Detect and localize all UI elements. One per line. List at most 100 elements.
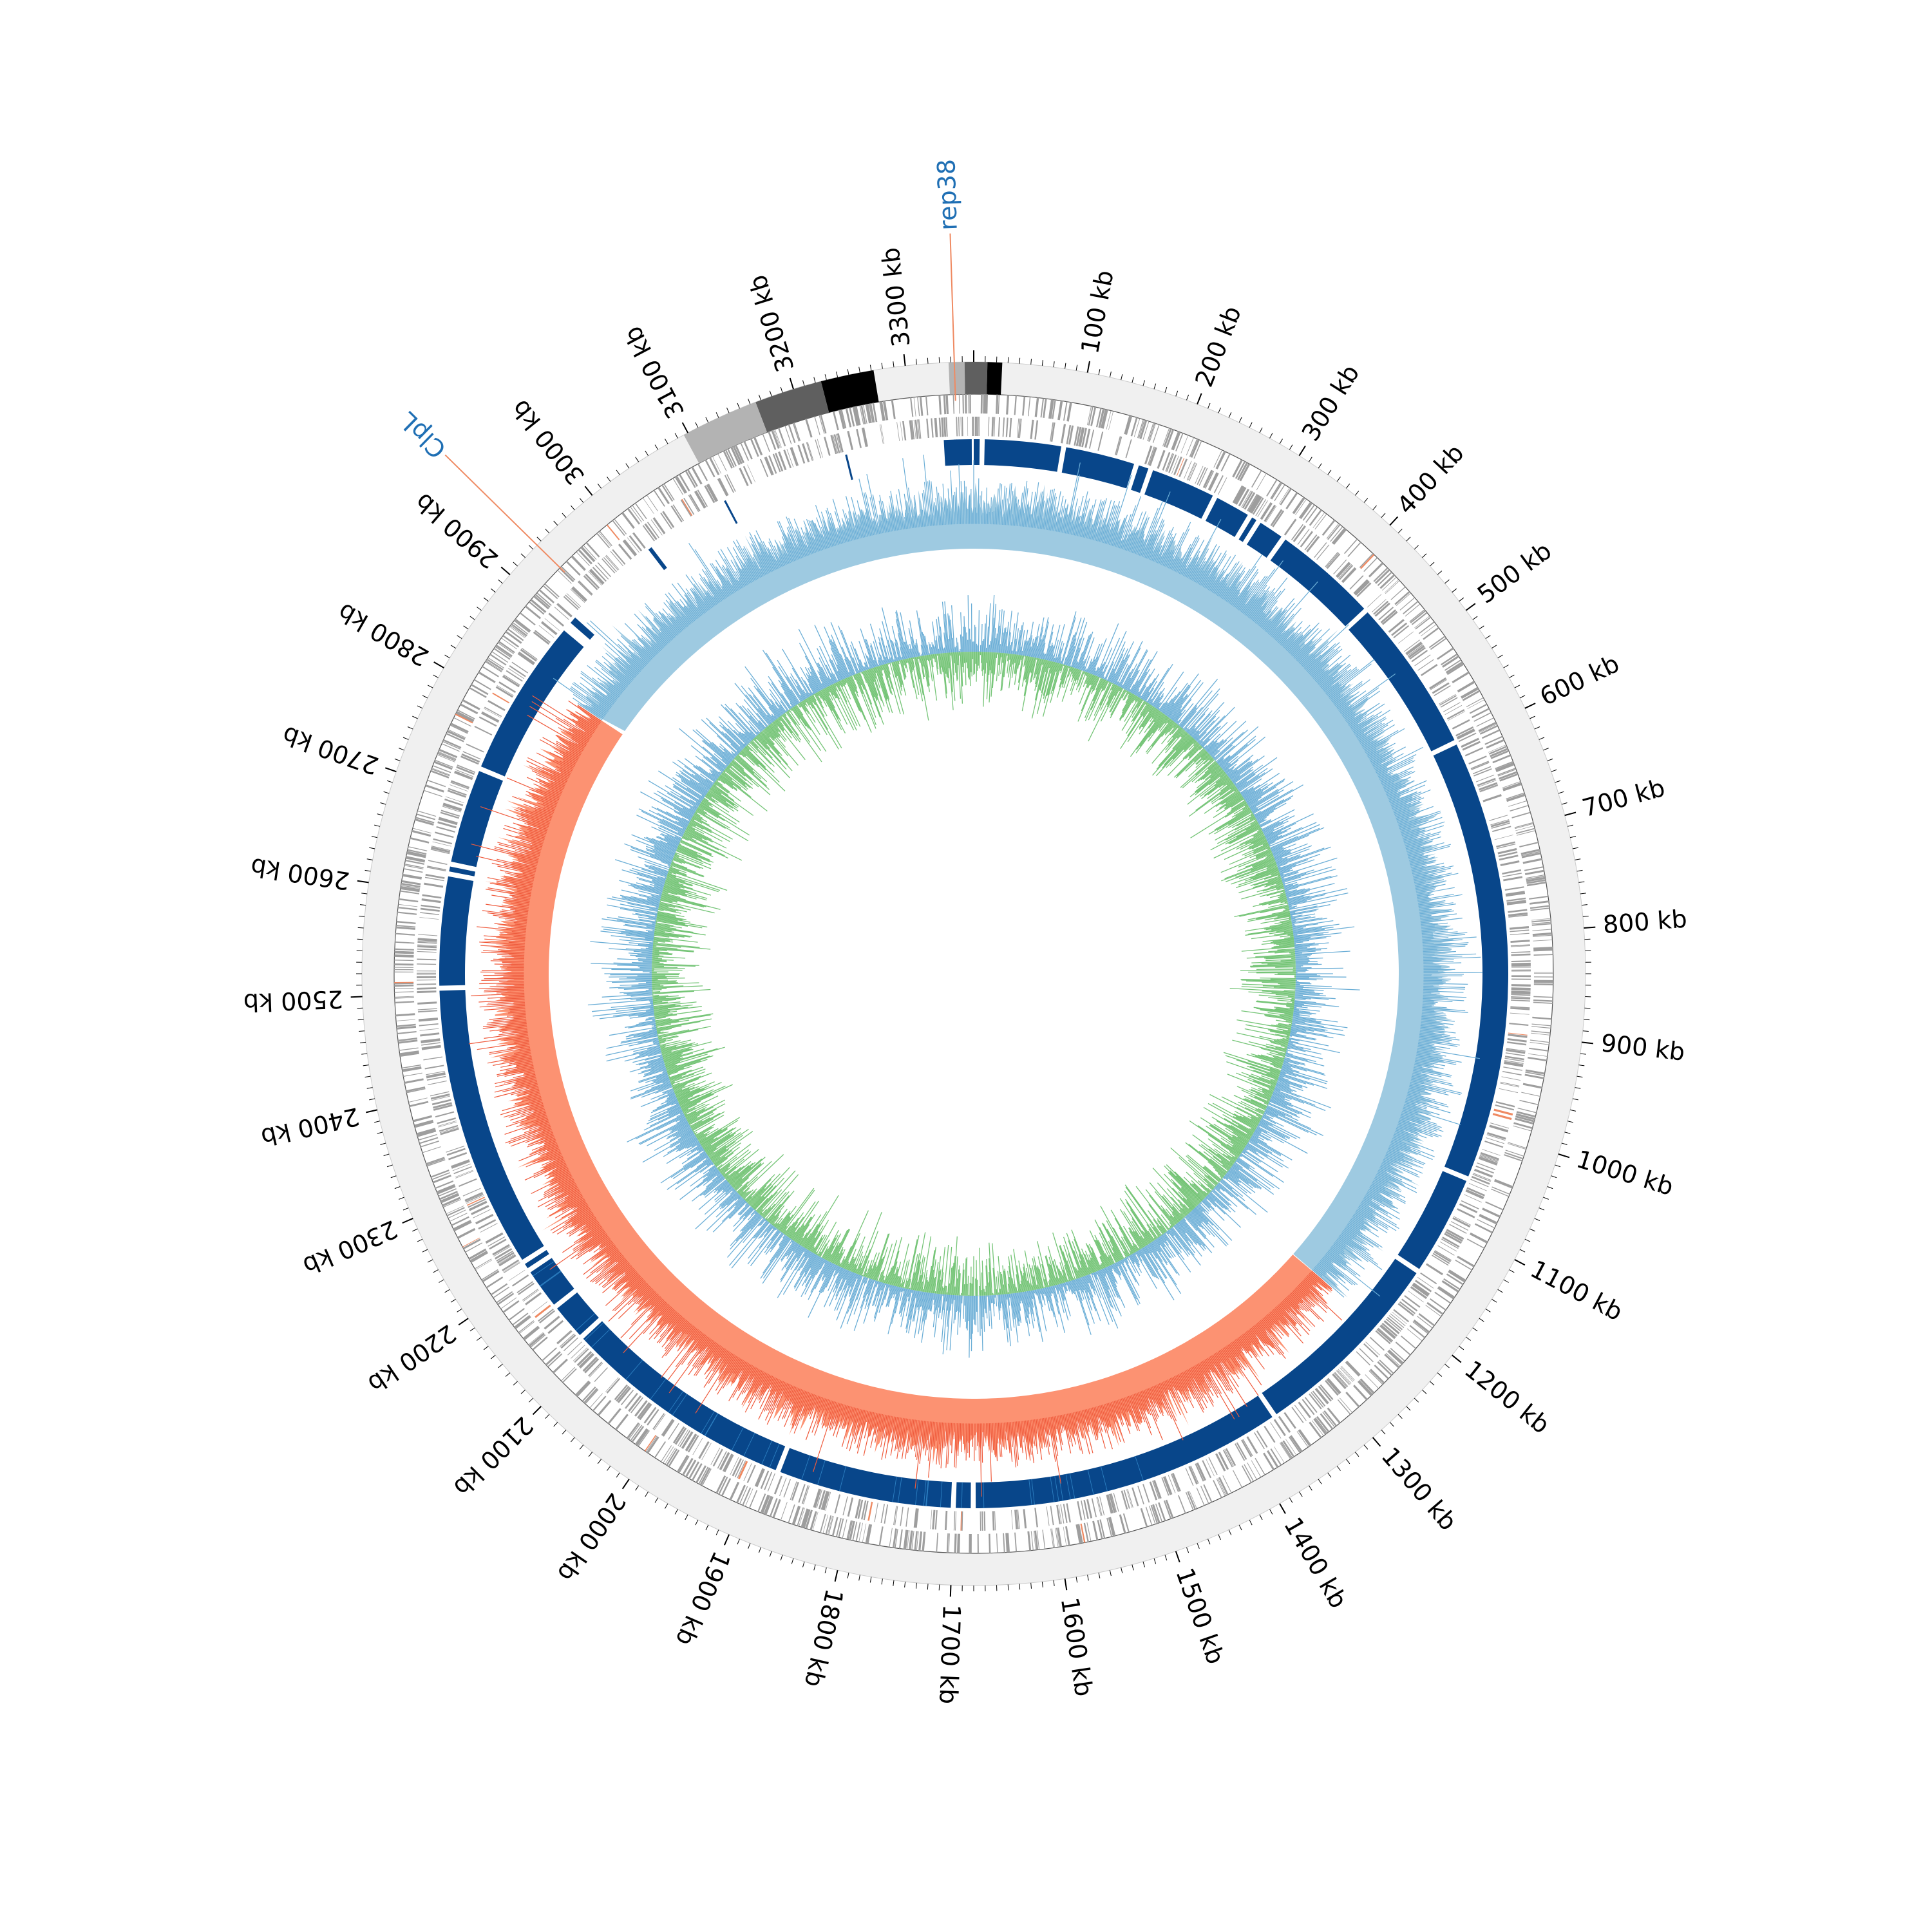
- minor-tick: [674, 1509, 678, 1515]
- minor-tick: [1007, 357, 1009, 363]
- tick-label: 400 kb: [1392, 439, 1470, 520]
- minor-tick: [483, 597, 489, 602]
- minor-tick: [1534, 726, 1540, 730]
- minor-tick: [1543, 1197, 1549, 1200]
- minor-tick: [439, 1279, 444, 1283]
- major-tick: [1584, 926, 1596, 929]
- minor-tick: [1269, 1509, 1273, 1515]
- gc-content-below: [651, 651, 1296, 1296]
- tick-label: 500 kb: [1472, 536, 1557, 609]
- synteny-fragment: [953, 439, 958, 466]
- tick-label: 1400 kb: [1278, 1512, 1353, 1613]
- minor-tick: [1208, 402, 1211, 409]
- synteny-fragment: [845, 454, 853, 480]
- minor-tick: [802, 1561, 805, 1567]
- minor-tick: [1363, 1444, 1368, 1450]
- gc-skew-track: [468, 454, 1483, 1497]
- tick-label: 300 kb: [1296, 359, 1365, 446]
- synteny-block: [1270, 539, 1365, 627]
- major-tick: [1298, 445, 1306, 457]
- minor-tick: [528, 545, 534, 550]
- minor-tick: [893, 1580, 895, 1586]
- minor-tick: [366, 858, 373, 860]
- minor-tick: [1121, 374, 1123, 381]
- minor-tick: [536, 536, 542, 542]
- minor-tick: [1289, 444, 1293, 450]
- minor-tick: [394, 1186, 401, 1189]
- minor-tick: [1430, 562, 1435, 567]
- minor-tick: [1186, 1547, 1189, 1553]
- minor-tick: [1019, 357, 1021, 364]
- synteny-fragment: [724, 500, 738, 524]
- minor-tick: [1547, 758, 1553, 761]
- minor-tick: [1582, 1030, 1589, 1032]
- minor-tick: [748, 399, 751, 404]
- contig-block: [820, 370, 879, 413]
- minor-tick: [1186, 394, 1189, 401]
- synteny-block: [780, 1448, 952, 1508]
- synteny-block: [583, 1321, 786, 1470]
- minor-tick: [1208, 1539, 1211, 1545]
- contig-block: [755, 381, 829, 433]
- minor-tick: [1509, 674, 1515, 678]
- minor-tick: [813, 1564, 816, 1571]
- minor-tick: [1354, 490, 1359, 496]
- synteny-block: [975, 1396, 1273, 1508]
- minor-tick: [1228, 1530, 1232, 1535]
- minor-tick: [1497, 654, 1503, 659]
- gene-row-inner: [417, 417, 1531, 1531]
- minor-tick: [1534, 1218, 1540, 1221]
- minor-tick: [1269, 433, 1273, 439]
- major-tick: [834, 1569, 838, 1582]
- minor-tick: [374, 1121, 381, 1123]
- minor-tick: [1567, 824, 1573, 827]
- minor-tick: [1578, 1065, 1585, 1066]
- minor-tick: [1570, 1109, 1577, 1112]
- minor-tick: [1472, 1327, 1478, 1332]
- minor-tick: [1381, 1430, 1386, 1435]
- minor-tick: [1572, 1098, 1578, 1101]
- minor-tick: [417, 1238, 423, 1242]
- minor-tick: [893, 361, 895, 368]
- minor-tick: [562, 1430, 567, 1435]
- major-tick: [1175, 1551, 1180, 1563]
- minor-tick: [469, 616, 475, 620]
- minor-tick: [422, 1249, 428, 1253]
- minor-tick: [390, 1175, 397, 1179]
- major-tick: [1558, 1153, 1570, 1159]
- minor-tick: [927, 1584, 929, 1590]
- tick-label: 2900 kb: [410, 488, 504, 574]
- minor-tick: [1308, 1485, 1312, 1491]
- major-tick: [1564, 811, 1577, 817]
- minor-tick: [374, 824, 381, 827]
- minor-tick: [695, 1519, 699, 1526]
- minor-tick: [1075, 1577, 1078, 1583]
- minor-tick: [1075, 365, 1078, 371]
- minor-tick: [450, 645, 456, 649]
- minor-tick: [1345, 1459, 1350, 1464]
- major-tick: [357, 880, 369, 884]
- minor-tick: [813, 377, 816, 383]
- minor-tick: [1336, 1466, 1341, 1471]
- major-tick: [384, 767, 397, 773]
- minor-tick: [1249, 1519, 1253, 1526]
- gc-content-track: [587, 594, 1360, 1358]
- minor-tick: [1397, 528, 1403, 534]
- minor-tick: [858, 366, 860, 373]
- minor-tick: [357, 938, 363, 940]
- minor-tick: [1308, 457, 1312, 462]
- synteny-block: [1349, 612, 1455, 752]
- minor-tick: [365, 869, 371, 872]
- minor-tick: [444, 1289, 450, 1293]
- major-tick: [1465, 603, 1476, 611]
- major-tick: [723, 1534, 730, 1546]
- minor-tick: [1514, 685, 1520, 688]
- minor-tick: [1472, 616, 1478, 620]
- tick-label: 2100 kb: [448, 1411, 539, 1502]
- minor-tick: [1041, 1581, 1043, 1588]
- synteny-track: [439, 439, 1509, 1508]
- minor-tick: [737, 1539, 740, 1545]
- minor-tick: [802, 380, 805, 386]
- minor-tick: [1363, 498, 1368, 503]
- minor-tick: [616, 1472, 620, 1478]
